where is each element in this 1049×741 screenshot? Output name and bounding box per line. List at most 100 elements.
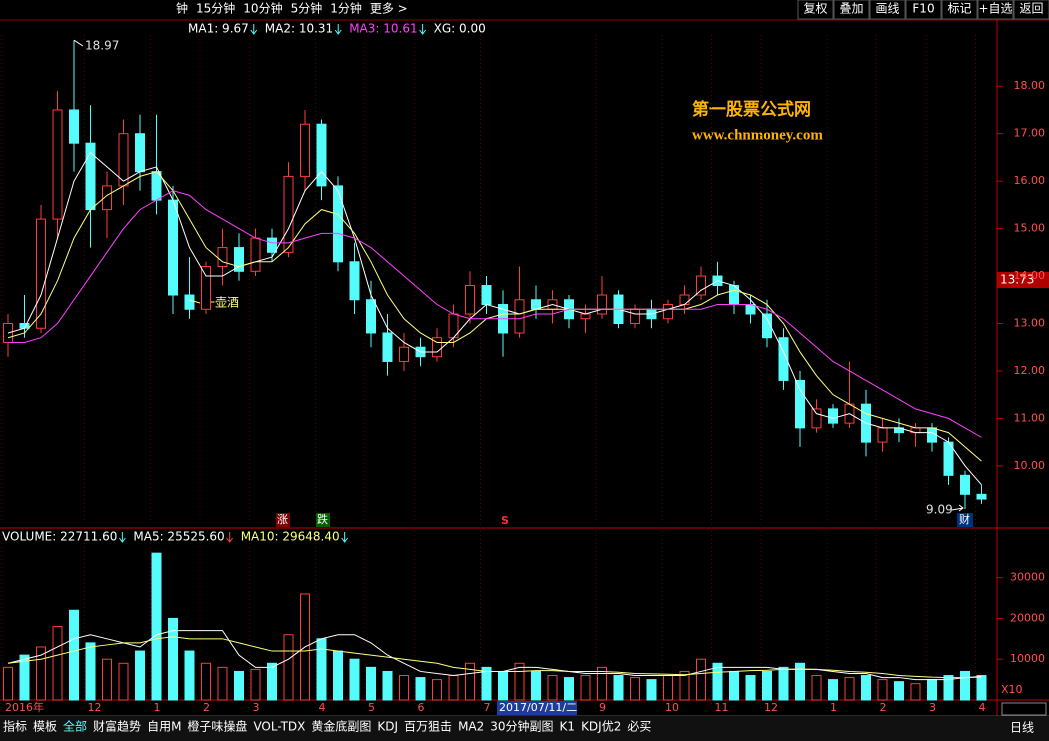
note-pointer [189, 299, 201, 304]
bottom-tab[interactable]: 指标 [3, 719, 27, 734]
volume-bar [234, 670, 244, 701]
bottom-tab[interactable]: VOL-TDX [253, 720, 305, 734]
toolbar-button[interactable]: +自选 [978, 2, 1012, 16]
candle-body [267, 237, 277, 253]
period-tab[interactable]: 15分钟 [196, 1, 235, 16]
ma-line [7, 151, 982, 486]
volume-bar [927, 679, 937, 701]
volume-bar [19, 654, 30, 701]
toolbar-button-box[interactable] [797, 0, 834, 20]
volume-bar [85, 642, 96, 701]
volume-bar [778, 666, 789, 701]
x-tick-label: 12 [764, 701, 778, 714]
sell-label: S [501, 514, 509, 527]
toolbar-button-box[interactable] [941, 0, 978, 20]
volume-bar [712, 662, 723, 701]
candle-body [366, 299, 376, 334]
toolbar-button[interactable]: 复权 [803, 2, 827, 16]
volume-bar [415, 677, 426, 701]
candle-body [465, 285, 475, 315]
candle-body [795, 379, 805, 429]
volume-bar [118, 662, 129, 701]
volume-bar [432, 679, 442, 701]
toolbar-button-box[interactable] [1013, 0, 1049, 20]
x-tick-label: 7 [484, 701, 491, 714]
bottom-tab[interactable]: KDJ优2 [581, 720, 621, 734]
bottom-tab[interactable]: 橙子味操盘 [187, 719, 247, 734]
bottom-tab[interactable]: 模板 [33, 720, 57, 734]
candle-body [432, 337, 442, 358]
volume-bar [102, 658, 112, 701]
x-tick-label: 9 [599, 701, 606, 714]
toolbar-button[interactable]: 画线 [875, 2, 899, 16]
bottom-tab[interactable]: KDJ [377, 720, 398, 734]
bottom-tab[interactable]: MA2 [458, 720, 484, 734]
volume-bar [531, 670, 541, 701]
volume-bar [795, 662, 805, 701]
toolbar-button[interactable]: 标记 [947, 2, 971, 16]
y-tick-label: 13.00 [1014, 316, 1046, 329]
volume-bar [811, 675, 822, 701]
bottom-tab[interactable]: 30分钟副图 [490, 719, 553, 734]
volume-bar [960, 670, 970, 701]
price-tag-box [997, 272, 1049, 288]
y-tick-label: 17.00 [1014, 127, 1046, 140]
cursor-date-box [497, 701, 577, 715]
candle-body [382, 332, 393, 362]
volume-bar [564, 677, 574, 701]
period-tab[interactable]: 钟 [176, 1, 188, 16]
fall-label: 跌 [317, 512, 328, 526]
volume-bar [184, 650, 195, 701]
candle-body [828, 408, 838, 424]
bottom-tab[interactable]: 必买 [627, 720, 651, 734]
candle-body [762, 313, 772, 339]
bottom-tab[interactable]: 黄金底副图 [311, 719, 371, 734]
candle-body [399, 346, 409, 362]
candle-body [316, 123, 327, 187]
volume-bar [547, 675, 558, 701]
bottom-tab[interactable]: 全部 [63, 719, 87, 734]
toolbar-button-box[interactable] [833, 0, 870, 20]
toolbar-button-box[interactable] [977, 0, 1014, 20]
volume-bar [333, 650, 343, 701]
volume-bar [36, 646, 46, 701]
bottom-tab[interactable]: 百万狙击 [404, 720, 452, 734]
candle-body [135, 133, 145, 173]
volume-legend: MA5: 25525.60 [133, 530, 224, 544]
candle-body [168, 199, 178, 296]
x-tick-label: 1 [154, 701, 161, 714]
toolbar-button[interactable]: 叠加 [839, 2, 863, 16]
low-pointer [951, 504, 964, 512]
candle-body [69, 109, 79, 144]
y-tick-label: 14.00 [1014, 269, 1046, 282]
toolbar-button-box[interactable] [869, 0, 906, 20]
volume-bar [976, 675, 987, 701]
volume-bar [696, 658, 706, 701]
volume-legend: MA10: 29648.40 [241, 530, 340, 544]
volume-tick-label: 10000 [1010, 652, 1045, 665]
candle-body [349, 261, 360, 301]
volume-bar [52, 626, 63, 701]
high-pointer [73, 39, 84, 47]
period-tab[interactable]: 1分钟 [330, 1, 362, 16]
volume-bar [745, 675, 756, 701]
x-tick-label: 3 [929, 701, 936, 714]
toolbar-button[interactable]: F10 [912, 2, 934, 16]
candle-body [514, 299, 525, 334]
candle-body [696, 275, 706, 296]
bottom-tab[interactable]: 自用M [147, 720, 181, 734]
period-tab[interactable]: 更多 > [370, 2, 408, 16]
bottom-tab[interactable]: K1 [560, 720, 576, 734]
rise-box [276, 513, 290, 527]
cursor-date: 2017/07/11/二 [499, 701, 577, 714]
period-tab[interactable]: 5分钟 [291, 1, 323, 16]
period-tab[interactable]: 10分钟 [243, 1, 282, 16]
candle-body [663, 304, 673, 320]
candle-body [580, 313, 591, 320]
toolbar-button[interactable]: 返回 [1019, 2, 1043, 16]
candle-body [217, 247, 228, 268]
bottom-tab[interactable]: 财富趋势 [93, 719, 141, 734]
volume-bar [663, 675, 673, 701]
toolbar-button-box[interactable] [905, 0, 942, 20]
